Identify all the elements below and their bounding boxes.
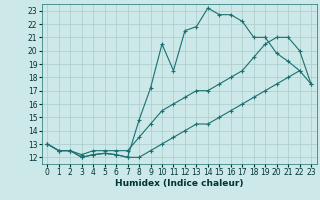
- X-axis label: Humidex (Indice chaleur): Humidex (Indice chaleur): [115, 179, 244, 188]
